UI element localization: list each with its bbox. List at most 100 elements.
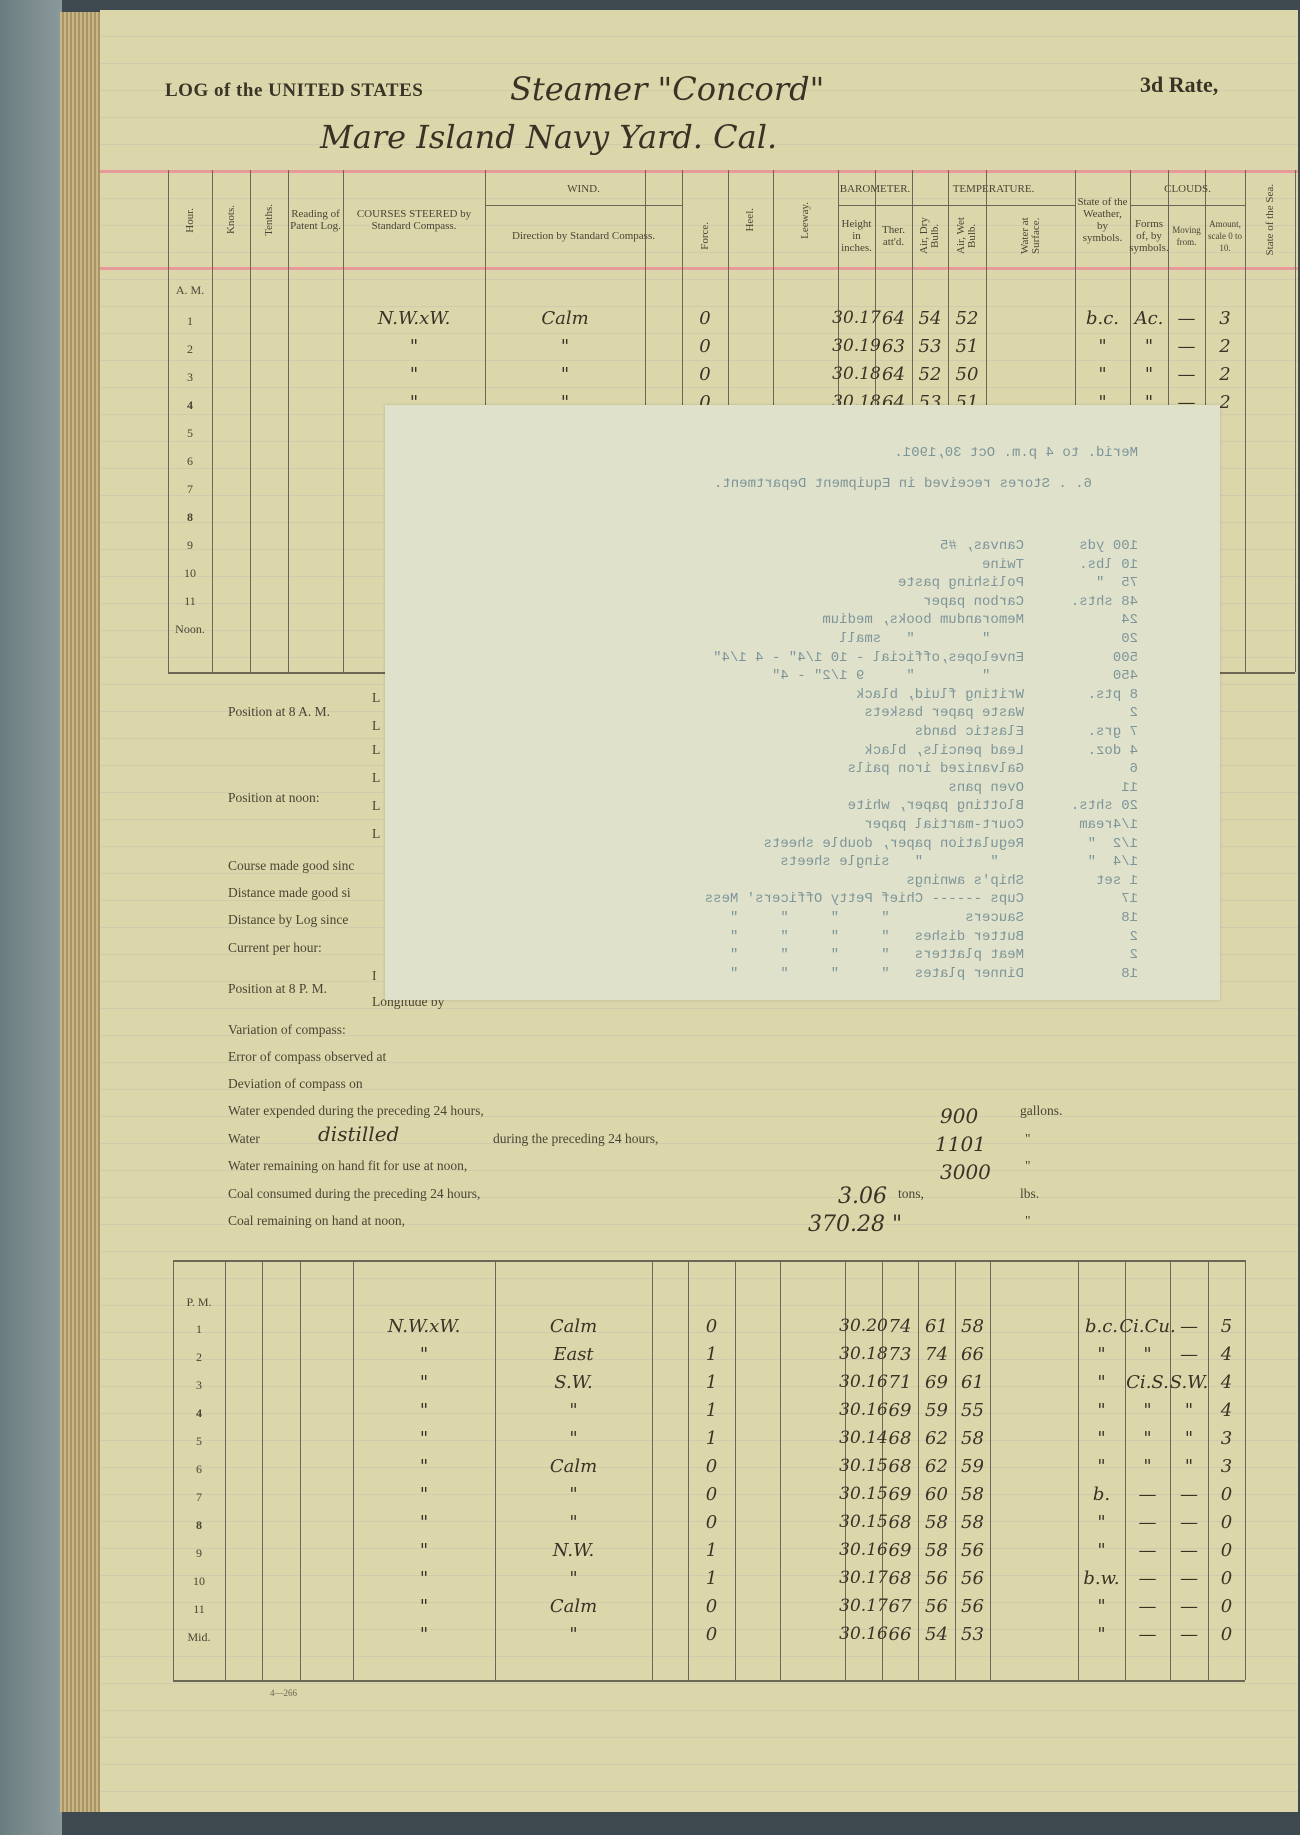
water-expended-label: Water expended during the preceding 24 h… (228, 1103, 484, 1118)
hour-label: 5 (187, 426, 193, 440)
stores-item: Carbon paper (923, 593, 1024, 610)
position-noon-label: Position at noon: (228, 790, 320, 805)
cell-wind: East (553, 1344, 594, 1365)
hour-label: 9 (187, 538, 193, 552)
cell-wet: 58 (961, 1484, 984, 1505)
stores-item: Envelopes,official - 10 1/4" - 4 1/4" (713, 649, 1024, 666)
mirrored-typed-text: Merid. to 4 p.m. Oct 30,1901. 6. . Store… (385, 405, 1220, 1000)
cell-weather: b.w. (1083, 1568, 1120, 1589)
header-text: Hour. (183, 207, 196, 233)
cell-moving: — (1177, 364, 1196, 385)
column-rule (343, 170, 344, 672)
column-header-weather: State of the Weather, by symbols. (1077, 196, 1128, 244)
stores-quantity: 450 (1112, 668, 1138, 685)
column-rule (688, 1260, 689, 1680)
coal-remaining-label: Coal remaining on hand at noon, (228, 1213, 405, 1228)
cell-force: 0 (705, 1596, 718, 1617)
cell-weather: " (1097, 1540, 1106, 1561)
cell-amount: 3 (1220, 1456, 1233, 1477)
cell-ther: 63 (882, 336, 905, 357)
cell-forms: " (1144, 364, 1154, 385)
scanner-background (0, 0, 62, 1835)
position-8am-label: Position at 8 A. M. (228, 704, 331, 719)
noon-line-4: L (372, 826, 381, 841)
cell-wind: Calm (549, 1596, 598, 1617)
header-text: State of the Sea. (1263, 184, 1276, 256)
header-text: Air, Dry Bulb. (918, 217, 941, 255)
water-during-label: during the preceding 24 hours, (493, 1131, 659, 1146)
cell-forms: " (1143, 1344, 1152, 1365)
cell-moving: — (1180, 1596, 1198, 1617)
column-rule (955, 1260, 956, 1680)
pos-8pm-lat: I (372, 968, 377, 983)
column-rule (168, 170, 169, 672)
current-per-hour-label: Current per hour: (228, 940, 322, 955)
cell-ther: 73 (888, 1344, 912, 1365)
cell-course: " (419, 1540, 429, 1561)
cell-forms: " (1144, 336, 1154, 357)
cell-forms: — (1138, 1540, 1157, 1561)
column-rule (212, 170, 213, 672)
cell-weather: " (1097, 1400, 1106, 1421)
cell-wind: " (569, 1568, 578, 1589)
cell-moving: — (1180, 1316, 1198, 1337)
vessel-name: Steamer "Concord" (510, 70, 825, 108)
stores-quantity: 7 grs. (1087, 724, 1138, 740)
column-rule (225, 1260, 226, 1680)
stores-item: Cups ------ Chief Petty Officers' Mess (704, 891, 1024, 908)
cell-dry: 59 (925, 1400, 948, 1421)
cell-force: 1 (705, 1400, 718, 1421)
cell-ther: 68 (888, 1456, 912, 1477)
column-rule (1245, 1260, 1246, 1680)
header-subrule (1130, 205, 1245, 206)
cell-wind: Calm (549, 1316, 598, 1337)
cell-weather: b.c. (1084, 1316, 1119, 1337)
stores-quantity: 1/2 " (1087, 835, 1138, 852)
cell-dry: 61 (925, 1316, 948, 1337)
stores-quantity: 17 (1121, 891, 1138, 908)
hour-label: 11 (193, 1602, 205, 1616)
hour-label: 8 (196, 1518, 202, 1532)
stores-item: " " 9 1/2" - 4" (771, 668, 1024, 685)
stores-item: Polishing paste (897, 575, 1024, 592)
cell-forms: — (1138, 1484, 1157, 1505)
cell-course: " (409, 392, 419, 413)
water-expended-value: 900 (940, 1104, 979, 1128)
stores-quantity: 20 shts. (1070, 798, 1138, 815)
cell-dry: 58 (925, 1540, 948, 1561)
stores-item: Blotting paper, white (847, 798, 1024, 815)
lbs-unit: lbs. (1020, 1186, 1040, 1201)
cell-weather: " (1097, 1596, 1106, 1617)
stores-quantity: 1/4ream (1079, 817, 1138, 833)
cell-height: 30.17 (839, 1596, 888, 1616)
column-header-leeway: Leeway. (773, 173, 838, 267)
stores-item: Butter dishes " " " " (729, 928, 1024, 945)
stores-quantity: 100 yds (1079, 538, 1138, 554)
cell-wet: 61 (961, 1372, 984, 1393)
cell-wet: 58 (961, 1316, 984, 1337)
cell-height: 30.15 (839, 1512, 888, 1532)
cell-course: N.W.xW. (387, 1316, 461, 1337)
column-rule (845, 1260, 846, 1680)
cell-course: N.W.xW. (377, 308, 451, 329)
cell-ther: 68 (888, 1428, 912, 1449)
stores-item: Elastic bands (914, 724, 1024, 740)
cell-ther: 64 (882, 308, 905, 329)
cell-force: 0 (705, 1456, 718, 1477)
hour-label: 2 (196, 1350, 202, 1364)
cell-amount: 3 (1220, 1428, 1233, 1449)
cell-ther: 67 (888, 1596, 912, 1617)
cell-dry: 58 (925, 1512, 948, 1533)
column-rule (990, 1260, 991, 1680)
cell-ther: 69 (888, 1400, 912, 1421)
cell-wet: 56 (961, 1568, 984, 1589)
stores-quantity: 4 doz. (1087, 742, 1138, 759)
tons-unit: tons, (898, 1186, 924, 1201)
header-subrule (838, 205, 912, 206)
cell-wind: Calm (541, 308, 589, 329)
cell-course: " (419, 1372, 429, 1393)
header-subrule (912, 205, 1075, 206)
stores-quantity: 2 (1129, 928, 1138, 945)
cell-height: 30.16 (839, 1400, 888, 1420)
cell-moving: — (1180, 1344, 1198, 1365)
